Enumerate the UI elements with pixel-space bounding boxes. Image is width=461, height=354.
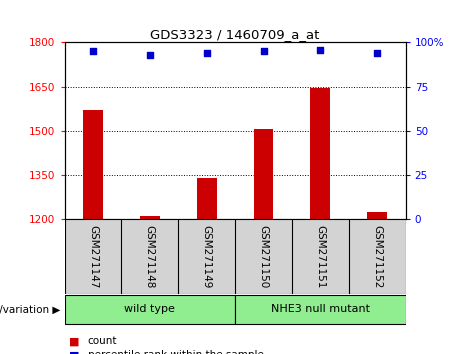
Text: GSM271149: GSM271149 [201, 225, 212, 289]
Bar [65, 295, 235, 324]
Point [317, 47, 324, 52]
Point [146, 52, 154, 58]
Point [373, 50, 381, 56]
Bar [83, 110, 103, 219]
Text: percentile rank within the sample: percentile rank within the sample [88, 350, 264, 354]
Text: genotype/variation ▶: genotype/variation ▶ [0, 305, 60, 315]
Bar [140, 216, 160, 219]
Bar [197, 178, 217, 219]
Text: count: count [88, 336, 117, 346]
Text: wild type: wild type [124, 304, 175, 314]
Bar [310, 88, 331, 219]
Point [203, 50, 210, 56]
Text: ■: ■ [69, 336, 80, 346]
Text: GSM271147: GSM271147 [88, 225, 98, 289]
Bar [367, 212, 387, 219]
Point [89, 48, 97, 54]
Point [260, 48, 267, 54]
Text: GSM271152: GSM271152 [372, 225, 382, 289]
Bar [254, 129, 273, 219]
Text: GSM271148: GSM271148 [145, 225, 155, 289]
Text: NHE3 null mutant: NHE3 null mutant [271, 304, 370, 314]
Text: GSM271150: GSM271150 [259, 225, 269, 289]
Title: GDS3323 / 1460709_a_at: GDS3323 / 1460709_a_at [150, 28, 320, 41]
Text: GSM271151: GSM271151 [315, 225, 325, 289]
Text: ■: ■ [69, 350, 80, 354]
Bar [235, 295, 406, 324]
